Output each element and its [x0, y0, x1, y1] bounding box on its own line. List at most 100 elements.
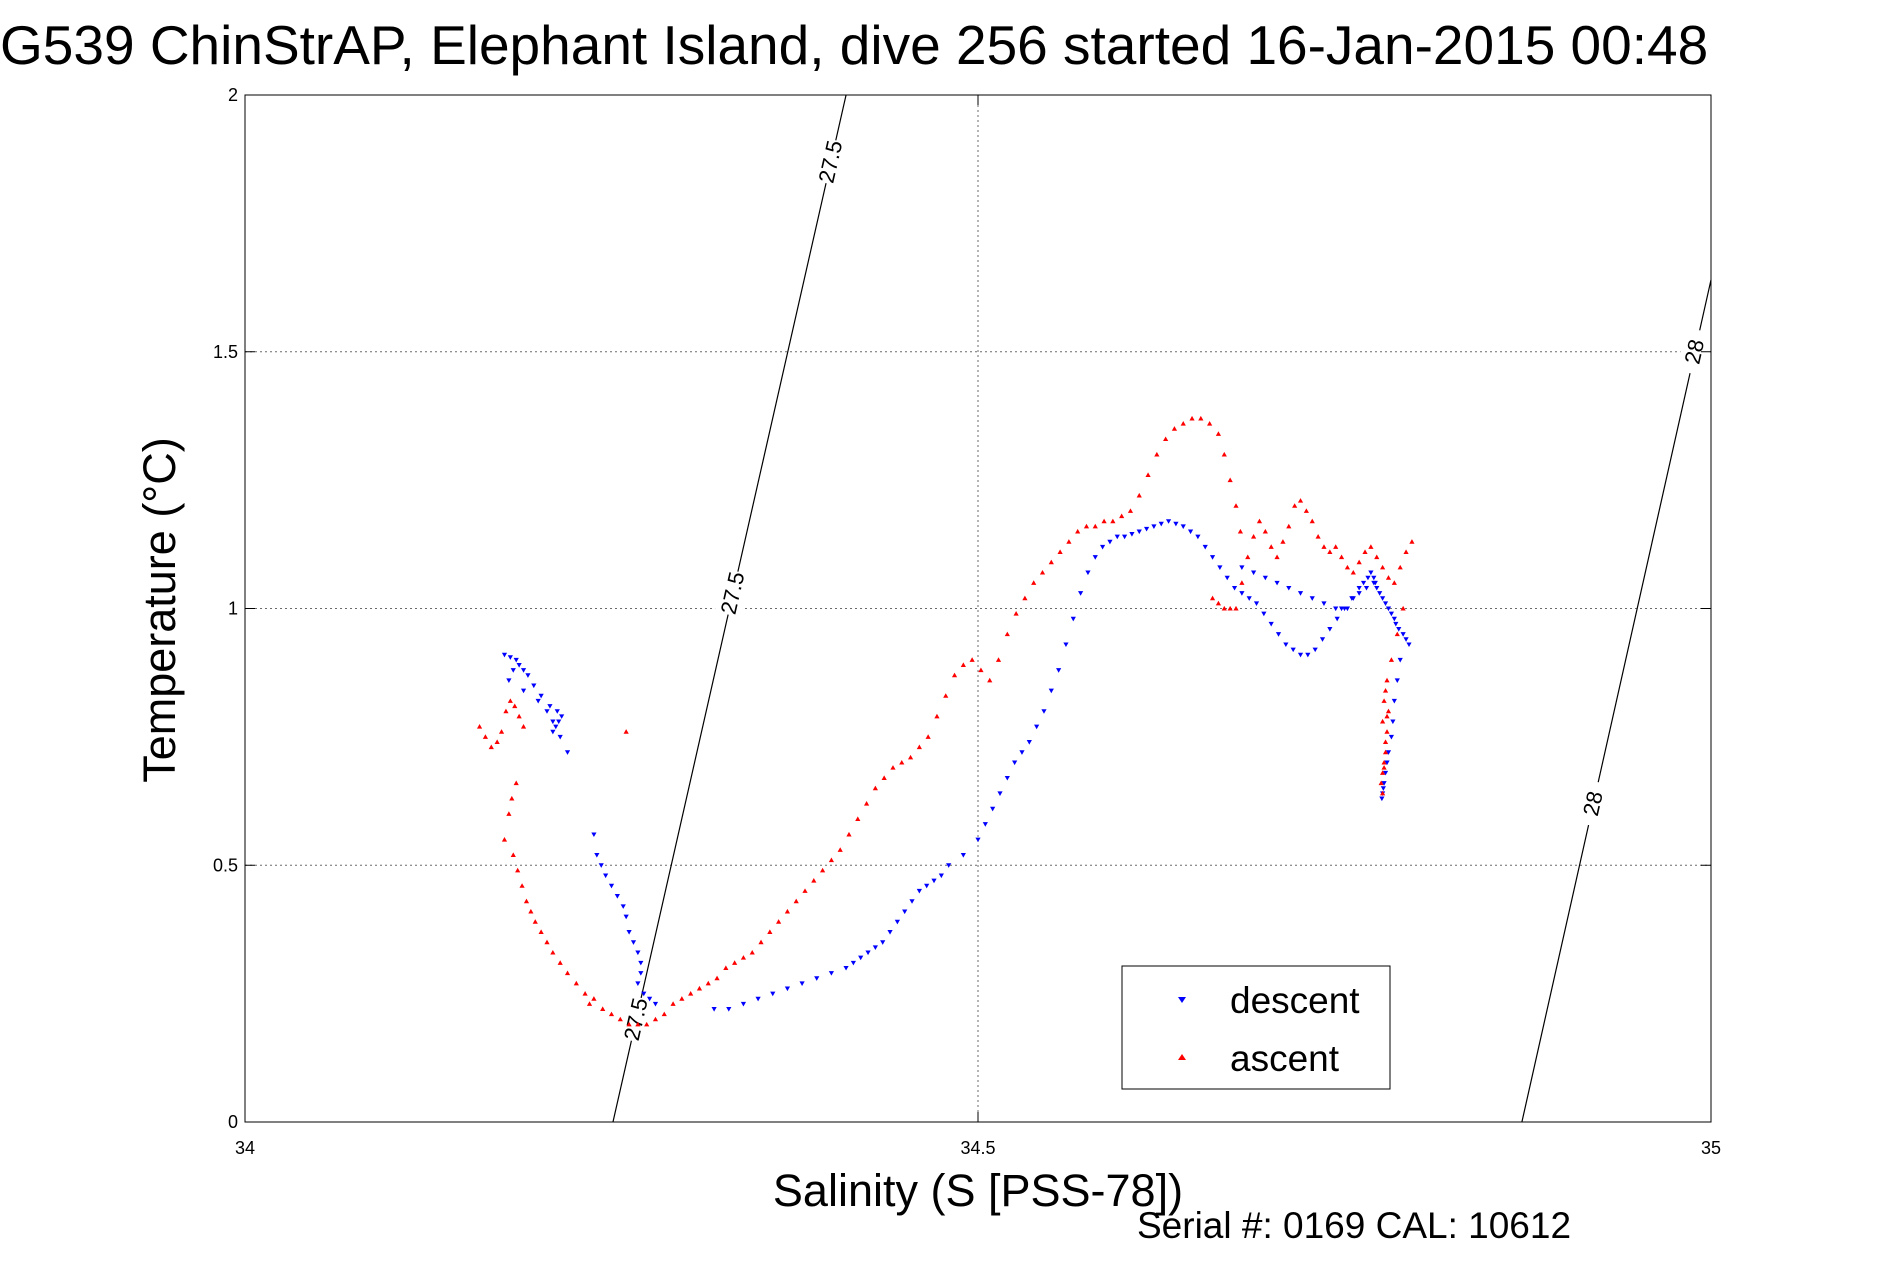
ascent-point — [510, 852, 516, 857]
x-axis-label: Salinity (S [PSS-78]) — [773, 1165, 1183, 1216]
descent-point — [1004, 775, 1010, 781]
ascent-point — [1382, 688, 1389, 693]
descent-point — [553, 724, 559, 730]
descent-point — [520, 688, 527, 694]
descent-point — [1365, 575, 1371, 581]
ascent-point — [1127, 508, 1134, 513]
ascent-point — [498, 729, 505, 734]
descent-point — [1187, 529, 1194, 535]
ascent-point — [516, 713, 522, 719]
ascent-point — [784, 908, 791, 914]
ascent-point — [1221, 605, 1227, 611]
descent-point — [538, 693, 544, 699]
ascent-point — [670, 1001, 676, 1006]
descent-point — [1381, 781, 1387, 786]
descent-point — [1380, 786, 1386, 791]
ascent-point — [696, 985, 703, 991]
ascent-point — [732, 960, 738, 965]
ascent-point — [934, 713, 940, 719]
ascent-point — [1338, 554, 1345, 560]
descent-point — [1246, 596, 1252, 601]
y-axis-label: Temperature (°C) — [134, 437, 185, 783]
ascent-point — [600, 1006, 606, 1012]
ascent-point — [828, 857, 834, 863]
descent-point — [1397, 657, 1403, 663]
ascent-point — [1309, 518, 1315, 524]
descent-point — [1143, 526, 1150, 532]
ascent-point — [652, 1016, 659, 1022]
descent-point — [1251, 570, 1257, 576]
ascent-point — [916, 744, 922, 750]
ascent-point — [564, 970, 571, 976]
descent-point — [1231, 585, 1238, 591]
descent-point — [594, 852, 600, 858]
ascent-point — [1384, 677, 1390, 683]
descent-point — [1319, 637, 1326, 642]
descent-point — [626, 930, 632, 935]
descent-point — [652, 1001, 659, 1007]
descent-point — [1217, 565, 1223, 571]
descent-point — [1136, 529, 1142, 535]
descent-point — [1274, 580, 1280, 586]
ascent-point — [544, 939, 550, 945]
ascent-point — [1198, 415, 1204, 421]
ascent-point — [705, 980, 711, 986]
ascent-point — [1256, 518, 1263, 524]
contour-label-background — [812, 137, 850, 187]
ascent-point — [635, 1021, 641, 1027]
ascent-point — [1048, 559, 1054, 565]
descent-point — [614, 894, 620, 899]
ascent-point — [969, 657, 975, 662]
ascent-point — [899, 759, 905, 765]
descent-point — [1034, 724, 1040, 730]
ascent-point — [837, 847, 843, 852]
ascent-point — [1004, 631, 1010, 637]
descent-point — [1048, 688, 1054, 694]
ascent-point — [1381, 765, 1387, 770]
descent-point — [608, 883, 615, 889]
ascent-point — [802, 888, 808, 893]
legend-label-ascent: ascent — [1230, 1038, 1340, 1079]
ascent-point — [476, 724, 483, 729]
descent-point — [535, 698, 541, 704]
descent-point — [641, 991, 647, 997]
descent-point — [1114, 534, 1120, 540]
descent-point — [550, 719, 556, 725]
ascent-point — [1400, 605, 1406, 611]
descent-point — [770, 991, 776, 997]
descent-point — [501, 652, 508, 658]
ascent-point — [1136, 492, 1142, 498]
descent-point — [559, 714, 565, 719]
descent-point — [1268, 621, 1274, 627]
descent-point — [814, 976, 820, 981]
descent-point — [960, 852, 966, 858]
ascent-point — [528, 908, 534, 914]
ascent-point — [1268, 544, 1274, 549]
descent-point — [1374, 585, 1380, 591]
ascent-point — [723, 965, 729, 970]
descent-point — [1388, 734, 1395, 740]
ascent-point — [1180, 421, 1186, 426]
ascent-point — [1344, 564, 1351, 570]
descent-point — [635, 950, 641, 956]
descent-point — [1385, 750, 1392, 755]
ascent-point — [1391, 580, 1397, 585]
descent-point — [740, 1001, 747, 1007]
descent-point — [556, 719, 562, 725]
descent-point — [1180, 524, 1186, 529]
descent-point — [784, 986, 791, 992]
ascent-point — [591, 996, 597, 1001]
descent-point — [520, 668, 527, 673]
contour-label-background — [1676, 327, 1714, 377]
descent-point — [1334, 616, 1340, 622]
descent-point — [1092, 555, 1098, 560]
ascent-point — [1189, 415, 1195, 421]
ascent-point — [1362, 549, 1368, 555]
x-tick-label: 35 — [1701, 1138, 1721, 1158]
descent-point — [598, 863, 604, 868]
contour-label-background — [1574, 779, 1612, 829]
descent-point — [726, 1007, 732, 1012]
ascent-point — [1321, 544, 1327, 549]
descent-point — [872, 945, 878, 951]
